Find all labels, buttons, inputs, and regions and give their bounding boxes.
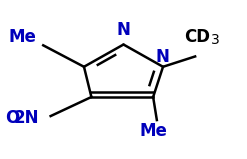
Text: Me: Me [8, 28, 36, 46]
Text: 3: 3 [211, 33, 220, 47]
Text: 2N: 2N [14, 109, 39, 128]
Text: CD: CD [185, 28, 211, 46]
Text: O: O [5, 109, 20, 128]
Text: N: N [156, 48, 169, 66]
Text: N: N [117, 21, 130, 39]
Text: Me: Me [139, 122, 167, 140]
